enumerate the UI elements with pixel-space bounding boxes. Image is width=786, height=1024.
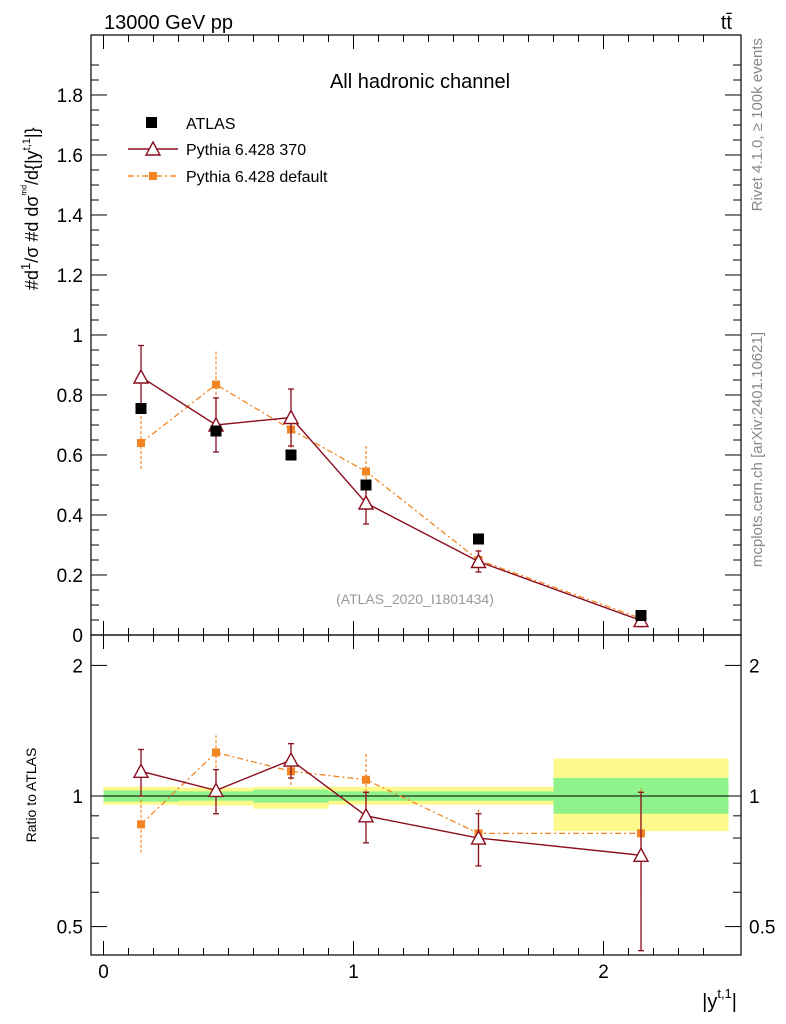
ratio-series-group <box>132 735 650 952</box>
point-atlas <box>473 533 484 545</box>
main-y-tick-label: 1.4 <box>57 206 84 227</box>
main-y-tick-label: 1 <box>72 326 83 347</box>
point-atlas <box>135 403 147 414</box>
x-axis-label: |yt,1| <box>702 986 737 1013</box>
ratio-y-tick-label: 2 <box>72 656 83 677</box>
series-line-pythia370 <box>140 376 642 622</box>
x-tick-label: 2 <box>598 962 609 983</box>
legend-marker-pythia370 <box>144 140 162 156</box>
process-label: tt̄ <box>721 12 733 34</box>
energy-label: 13000 GeV pp <box>104 12 233 34</box>
point-pythia-default <box>137 439 145 447</box>
main-y-tick-label: 1.2 <box>57 266 83 287</box>
analysis-id-label: (ATLAS_2020_I1801434) <box>336 591 494 607</box>
legend-label-pythia370: Pythia 6.428 370 <box>186 142 306 159</box>
point-atlas <box>635 610 647 621</box>
ratio-y-tick-label-right: 0.5 <box>749 918 775 939</box>
ratio-y-tick-label: 1 <box>72 787 83 808</box>
point-pythia370 <box>470 553 487 569</box>
ratio-line-pythia-default <box>140 751 641 835</box>
mcplots-label: mcplots.cern.ch [arXiv:2401.10621] <box>749 332 766 567</box>
chart-title: All hadronic channel <box>330 71 510 93</box>
main-y-tick-label: 0.2 <box>57 566 83 587</box>
ratio-point-pythia370 <box>632 846 650 862</box>
ratio-y-tick-label-right: 1 <box>749 787 760 808</box>
point-atlas <box>210 425 222 437</box>
ratio-uncertainty-bands <box>103 758 729 832</box>
point-pythia-default <box>362 467 370 476</box>
ratio-point-pythia370 <box>470 829 487 845</box>
point-atlas <box>360 479 372 491</box>
x-tick-label: 1 <box>348 962 359 983</box>
main-y-axis-label-text: #d1/σ #d dσᵐᵈ/d{|yt,1|} <box>18 127 42 290</box>
point-pythia370 <box>132 368 150 384</box>
ratio-point-pythia370 <box>207 781 225 798</box>
ratio-y-tick-label: 0.5 <box>57 918 83 939</box>
main-axis-ticks: 0 0.2 0.4 0.6 0.8 1 1.2 1.4 1.6 1.8 <box>57 64 741 647</box>
legend-marker-atlas <box>146 117 157 128</box>
ratio-point-pythia-default <box>137 820 145 829</box>
ratio-axis-ticks: 0.5 0.5 1 1 2 2 <box>57 656 776 938</box>
legend-marker-pythia-default <box>149 172 157 180</box>
main-y-axis-label: #d1/σ #d dσᵐᵈ/d{|yt,1|} <box>18 127 42 290</box>
point-pythia370 <box>357 494 375 510</box>
ratio-line-pythia370 <box>140 759 642 856</box>
ratio-panel-frame <box>90 634 742 956</box>
ratio-point-pythia-default <box>212 748 220 757</box>
ratio-y-tick-label-right: 2 <box>749 656 760 677</box>
legend-label-pythia-default: Pythia 6.428 default <box>186 169 328 186</box>
point-atlas <box>285 449 297 461</box>
series-line-pythia-default <box>140 383 642 620</box>
main-y-tick-label: 0.8 <box>57 386 83 407</box>
ratio-point-pythia370 <box>132 762 150 778</box>
point-pythia-default <box>212 380 220 389</box>
main-y-tick-label: 0.4 <box>57 506 84 527</box>
main-y-tick-label: 0 <box>72 626 83 647</box>
legend-label-atlas: ATLAS <box>186 116 236 133</box>
x-axis-ticks: 0 1 2 <box>98 35 704 983</box>
ratio-y-axis-label: Ratio to ATLAS <box>23 748 39 843</box>
main-series-group <box>132 344 650 628</box>
legend: ATLAS Pythia 6.428 370 Pythia 6.428 defa… <box>128 116 328 186</box>
ratio-point-pythia-default <box>362 775 370 784</box>
ratio-point-pythia370 <box>357 807 375 823</box>
rivet-version-label: Rivet 4.1.0, ≥ 100k events <box>749 38 766 211</box>
main-y-tick-label: 1.8 <box>57 86 83 107</box>
main-y-tick-label: 0.6 <box>57 446 83 467</box>
point-pythia370 <box>282 409 300 425</box>
main-y-tick-label: 1.6 <box>57 146 83 167</box>
x-tick-label: 0 <box>98 962 109 983</box>
ratio-point-pythia370 <box>282 751 300 767</box>
